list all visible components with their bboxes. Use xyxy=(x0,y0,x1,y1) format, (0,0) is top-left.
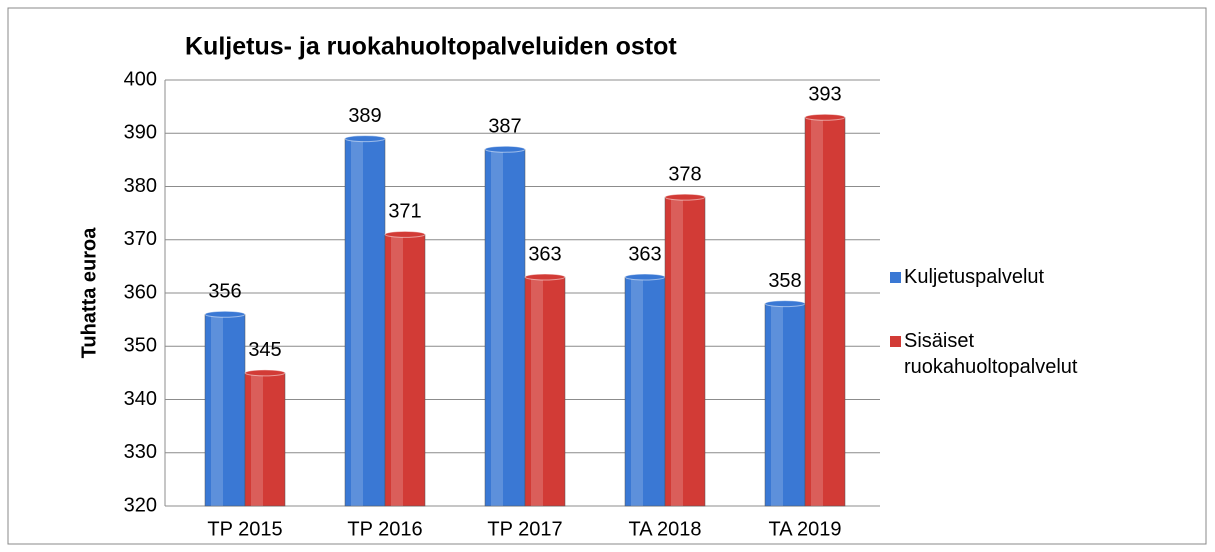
bar xyxy=(764,303,806,507)
x-tick-label: TP 2017 xyxy=(487,518,562,540)
data-label: 356 xyxy=(208,281,241,303)
bar xyxy=(624,276,666,507)
y-tick-label: 320 xyxy=(124,494,157,516)
bar-shine xyxy=(771,303,783,506)
y-tick-label: 400 xyxy=(124,68,157,90)
bar xyxy=(804,117,846,507)
bar-cap xyxy=(764,300,806,308)
bar-cap xyxy=(664,193,706,201)
bar-cap xyxy=(804,113,846,121)
chart-title: Kuljetus- ja ruokahuoltopalveluiden osto… xyxy=(185,33,677,61)
legend-label: Sisäiset ruokahuoltopalvelut xyxy=(904,330,1078,378)
bar xyxy=(484,148,526,507)
bar-shine xyxy=(351,138,363,506)
data-label: 387 xyxy=(488,116,521,138)
legend-item: Sisäiset ruokahuoltopalvelut xyxy=(890,328,1120,380)
data-label: 389 xyxy=(348,105,381,127)
x-tick-label: TA 2018 xyxy=(628,518,701,540)
x-tick-label: TP 2016 xyxy=(347,518,422,540)
bar xyxy=(204,314,246,507)
y-tick-label: 350 xyxy=(124,335,157,357)
bar-shine xyxy=(251,372,263,506)
bar-cap xyxy=(384,230,426,238)
bar-shine xyxy=(391,234,403,507)
bar-cap xyxy=(624,273,666,281)
y-tick-label: 340 xyxy=(124,388,157,410)
bar-cap xyxy=(524,273,566,281)
data-label: 393 xyxy=(808,84,841,106)
bar-shine xyxy=(631,277,643,506)
y-tick-label: 390 xyxy=(124,122,157,144)
y-tick-label: 370 xyxy=(124,228,157,250)
bar-cap xyxy=(204,310,246,318)
bar-shine xyxy=(531,277,543,506)
data-label: 345 xyxy=(248,339,281,361)
data-label: 358 xyxy=(768,270,801,292)
bar-shine xyxy=(671,197,683,506)
data-label: 363 xyxy=(528,243,561,265)
bar xyxy=(664,196,706,507)
legend-label: Kuljetuspalvelut xyxy=(904,266,1045,288)
y-tick-label: 380 xyxy=(124,175,157,197)
data-label: 378 xyxy=(668,163,701,185)
x-tick-label: TP 2015 xyxy=(207,518,282,540)
y-axis-label: Tuhatta euroa xyxy=(78,227,100,359)
y-tick-label: 330 xyxy=(124,441,157,463)
bar-shine xyxy=(491,149,503,506)
bar-cap xyxy=(484,145,526,153)
bar-cap xyxy=(244,369,286,377)
legend-swatch xyxy=(890,272,901,283)
bar xyxy=(244,372,286,507)
bar xyxy=(524,276,566,507)
legend-swatch xyxy=(890,336,901,347)
legend-item: Kuljetuspalvelut xyxy=(890,264,1120,290)
data-label: 371 xyxy=(388,201,421,223)
bar xyxy=(344,138,386,507)
y-tick-label: 360 xyxy=(124,281,157,303)
bar-shine xyxy=(811,117,823,507)
data-label: 363 xyxy=(628,243,661,265)
x-tick-label: TA 2019 xyxy=(768,518,841,540)
bar-shine xyxy=(211,314,223,506)
chart-frame xyxy=(7,7,1207,545)
bar-cap xyxy=(344,135,386,143)
